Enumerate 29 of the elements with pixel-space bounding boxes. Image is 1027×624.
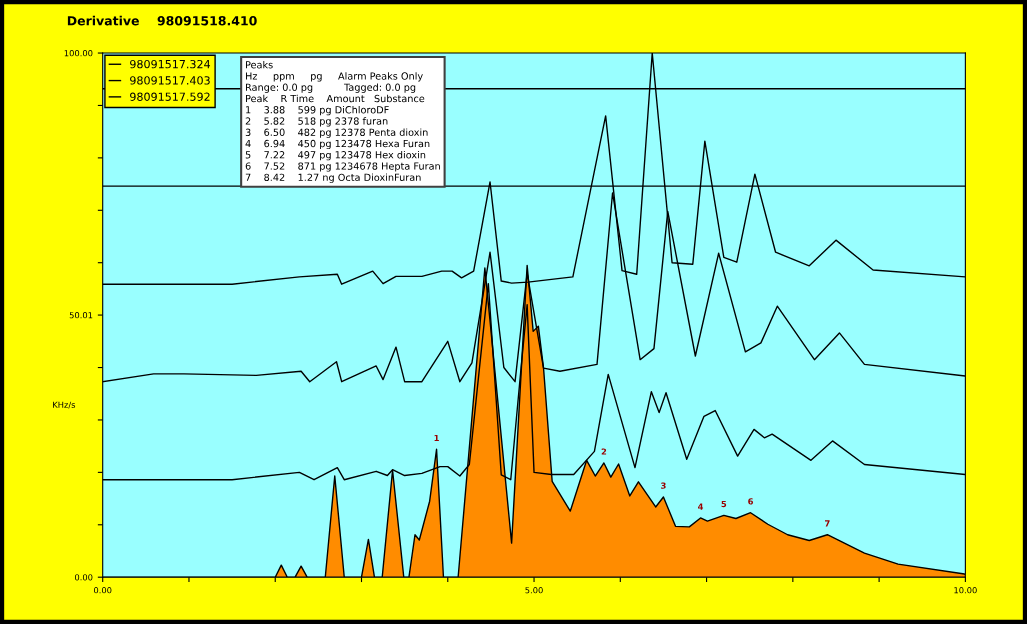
legend-label: 98091517.324 — [130, 59, 211, 69]
y-axis-title: KHz/s — [53, 401, 76, 409]
x-tick-label: 5.00 — [525, 587, 543, 594]
annotation: Peaks — [246, 60, 273, 69]
annotation: 7 — [825, 520, 830, 527]
annotation: Peak R Time Amount Substance — [246, 94, 425, 103]
annotation: 5 — [721, 500, 727, 508]
annotation: 5 7.22 497 pg 123478 Hex dioxin — [245, 150, 426, 161]
x-tick-label: 10.00 — [954, 587, 977, 594]
y-tick-label: 100.00 — [64, 50, 93, 57]
annotation: 4 — [698, 503, 704, 510]
annotation: Range: 0.0 pg Tagged: 0.0 pg — [246, 83, 416, 93]
annotation: 2 5.82 518 pg 2378 furan — [245, 117, 388, 127]
legend-label: 98091517.592 — [130, 92, 210, 101]
annotation: 1 3.88 599 pg DiChloroDF — [246, 105, 389, 116]
annotation: 4 6.94 450 pg 123478 Hexa Furan — [245, 139, 430, 150]
annotation: 3 6.50 482 pg 12378 Penta dioxin — [245, 128, 428, 138]
annotation: 1 — [434, 434, 439, 441]
annotation: 7 8.42 1.27 ng Octa DioxinFuran — [245, 173, 421, 183]
x-tick-label: 0.00 — [93, 587, 112, 594]
y-tick-label: 50.01 — [69, 312, 93, 319]
legend-label: 98091517.403 — [130, 76, 210, 85]
annotation: Hz ppm pg Alarm Peaks Only — [246, 72, 423, 82]
annotation: 6 7.52 871 pg 1234678 Hepta Furan — [245, 162, 440, 172]
chart-title: Derivative 98091518.410 — [67, 15, 257, 26]
annotation: 2 — [601, 448, 607, 455]
annotation: 3 — [661, 482, 666, 489]
annotation: 6 — [748, 498, 754, 505]
y-tick-label: 0.00 — [74, 574, 93, 581]
